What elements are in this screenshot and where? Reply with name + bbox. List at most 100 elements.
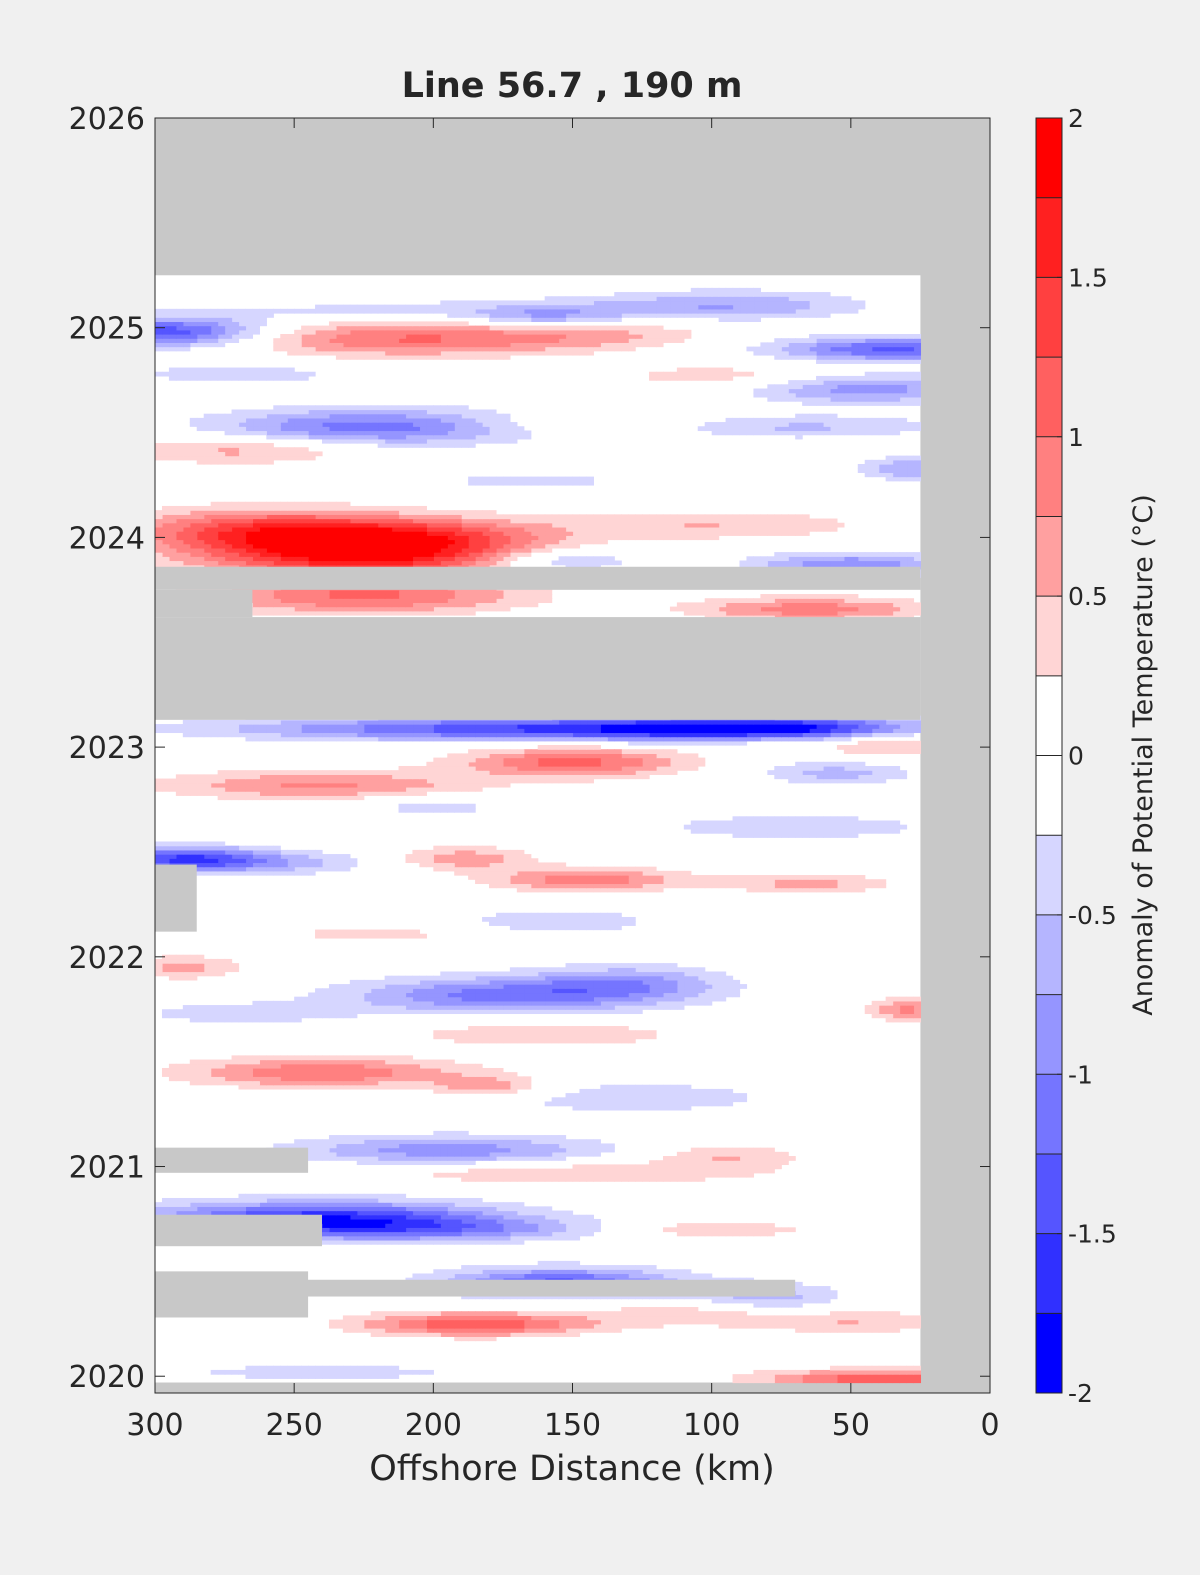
heatmap-cell — [475, 1156, 483, 1161]
heatmap-cell — [433, 1172, 441, 1178]
heatmap-cell — [224, 1017, 233, 1023]
heatmap-cell — [635, 1273, 643, 1279]
heatmap-cell — [482, 774, 490, 780]
heatmap-cell — [551, 971, 560, 977]
heatmap-cell — [656, 996, 664, 1002]
heatmap-cell — [405, 1223, 414, 1228]
heatmap-cell — [294, 1055, 302, 1061]
heatmap-cell — [551, 862, 560, 868]
heatmap-cell — [447, 1214, 455, 1220]
heatmap-cell — [502, 1223, 511, 1228]
heatmap-cell — [259, 858, 267, 864]
heatmap-cell — [586, 765, 594, 771]
heatmap-cell — [621, 963, 629, 968]
heatmap-cell — [586, 921, 594, 926]
heatmap-cell — [843, 1378, 852, 1384]
heatmap-cell — [621, 992, 629, 998]
heatmap-cell — [871, 1323, 880, 1329]
heatmap-cell — [530, 858, 539, 864]
heatmap-cell — [537, 1038, 546, 1044]
heatmap-cell — [231, 786, 240, 792]
heatmap-cell — [391, 1311, 400, 1317]
heatmap-cell — [447, 770, 455, 775]
heatmap-cell — [384, 782, 393, 788]
heatmap-cell — [489, 1034, 497, 1040]
heatmap-cell — [836, 816, 845, 822]
heatmap-cell — [781, 1227, 789, 1233]
heatmap-cell — [335, 1139, 344, 1145]
heatmap-cell — [565, 1319, 574, 1325]
heatmap-cell — [523, 1265, 532, 1270]
heatmap-cell — [412, 803, 421, 809]
heatmap-cell — [746, 1147, 755, 1153]
heatmap-cell — [322, 1063, 330, 1069]
heatmap-cell — [398, 1369, 407, 1375]
heatmap-cell — [683, 870, 692, 876]
heatmap-cell — [426, 1214, 434, 1220]
heatmap-cell — [642, 984, 650, 989]
heatmap-cell — [349, 1197, 358, 1203]
heatmap-cell — [231, 1013, 240, 1019]
heatmap-cell — [468, 1038, 476, 1044]
heatmap-cell — [231, 1067, 240, 1073]
heatmap-cell — [231, 1072, 240, 1077]
heatmap-cell — [419, 786, 427, 792]
heatmap-cell — [530, 866, 539, 872]
heatmap-cell — [384, 1135, 393, 1140]
heatmap-cell — [857, 1378, 866, 1384]
heatmap-cell — [440, 1034, 448, 1040]
heatmap-cell — [447, 992, 455, 998]
heatmap-cell — [370, 1332, 379, 1337]
heatmap-cell — [676, 1160, 685, 1166]
heatmap-cell — [502, 1269, 511, 1275]
heatmap-cell — [572, 963, 581, 968]
heatmap-cell — [294, 1139, 302, 1145]
heatmap-cell — [704, 1273, 713, 1279]
heatmap-cell — [210, 782, 219, 788]
heatmap-cell — [489, 996, 497, 1002]
heatmap-cell — [530, 1265, 539, 1270]
heatmap-cell — [565, 774, 574, 780]
heatmap-cell — [349, 1143, 358, 1149]
heatmap-cell — [878, 1000, 887, 1006]
heatmap-cell — [287, 1063, 295, 1069]
heatmap-cell — [468, 1265, 476, 1270]
heatmap-cell — [516, 849, 525, 855]
heatmap-cell — [398, 1084, 407, 1090]
heatmap-cell — [217, 1013, 226, 1019]
heatmap-cell — [405, 1063, 414, 1069]
heatmap-cell — [871, 1319, 880, 1325]
heatmap-cell — [454, 761, 462, 767]
heatmap-cell — [656, 1000, 664, 1006]
heatmap-cell — [565, 757, 574, 763]
heatmap-cell — [607, 1265, 615, 1270]
heatmap-cell — [628, 1307, 636, 1312]
heatmap-cell — [426, 1059, 434, 1065]
heatmap-cell — [579, 1009, 588, 1015]
heatmap-cell — [426, 979, 434, 985]
heatmap-cell — [224, 1005, 233, 1010]
heatmap-cell — [586, 1294, 594, 1300]
heatmap-cell — [878, 1374, 887, 1379]
heatmap-cell — [558, 1311, 567, 1317]
heatmap-cell — [593, 1319, 601, 1325]
heatmap-cell — [426, 1072, 434, 1077]
heatmap-cell — [537, 1172, 546, 1178]
heatmap-cell — [377, 1227, 386, 1233]
heatmap-cell — [468, 1084, 476, 1090]
heatmap-cell — [363, 1055, 372, 1061]
heatmap-cell — [502, 1273, 511, 1279]
heatmap-cell — [704, 1156, 713, 1161]
heatmap-cell — [607, 1323, 615, 1329]
heatmap-cell — [475, 870, 483, 876]
heatmap-cell — [468, 1218, 476, 1224]
heatmap-cell — [614, 1034, 622, 1040]
heatmap-cell — [495, 1315, 504, 1321]
heatmap-cell — [523, 1156, 532, 1161]
heatmap-cell — [823, 774, 831, 780]
heatmap-cell — [864, 1315, 873, 1321]
heatmap-cell — [482, 866, 490, 872]
heatmap-cell — [669, 765, 678, 771]
heatmap-cell — [495, 1239, 504, 1245]
heatmap-cell — [349, 1214, 358, 1220]
